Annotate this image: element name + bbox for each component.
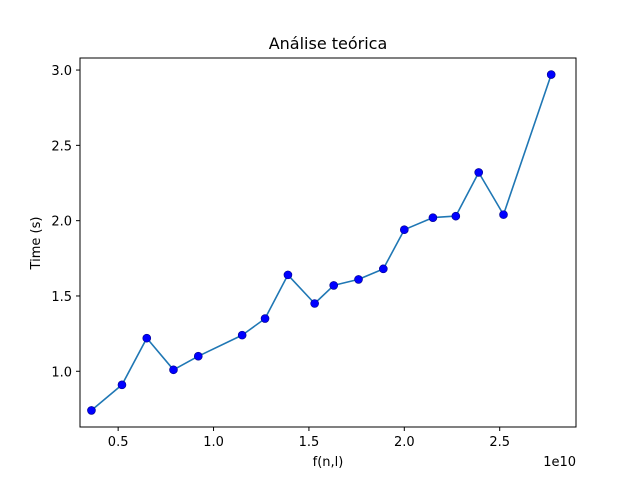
data-point	[499, 210, 508, 219]
axes-frame	[79, 57, 577, 428]
x-tick-label: 2.0	[394, 435, 415, 450]
x-tick-label: 1.0	[203, 435, 224, 450]
y-tick-label: 3.0	[51, 64, 72, 79]
x-axis-title: f(n,l)	[313, 455, 344, 470]
data-point	[283, 270, 293, 280]
x-tick-label: 0.5	[108, 435, 129, 450]
data-point	[169, 365, 178, 375]
y-tick-label: 1.5	[51, 290, 72, 305]
data-point	[546, 70, 556, 79]
y-tick-label: 2.0	[51, 215, 72, 230]
y-tick-label: 2.5	[51, 139, 72, 154]
data-point	[142, 333, 152, 343]
data-point	[428, 213, 438, 222]
y-axis-title: Time (s)	[29, 217, 44, 271]
x-tick-label: 2.5	[489, 435, 510, 450]
y-axis: 1.0 1.5 2.0 2.5 3.0	[51, 64, 80, 380]
data-point	[451, 211, 461, 221]
x-axis-offset-label: 1e10	[543, 455, 576, 470]
data-point	[117, 380, 127, 390]
data-point	[260, 314, 270, 323]
series-line	[90, 74, 552, 412]
data-point	[310, 299, 319, 308]
data-point	[379, 264, 388, 274]
data-point	[400, 225, 409, 234]
y-tick-label: 1.0	[51, 365, 72, 380]
x-tick-label: 1.5	[299, 435, 320, 450]
x-axis: 0.5 1.0 1.5 2.0 2.5	[108, 427, 510, 450]
data-point	[354, 275, 363, 284]
chart-title: Análise teórica	[269, 34, 388, 53]
data-point	[193, 351, 203, 361]
data-point	[474, 168, 484, 177]
data-point	[87, 406, 96, 415]
plot-area	[87, 70, 556, 415]
data-point	[329, 281, 339, 290]
data-point	[237, 330, 247, 340]
